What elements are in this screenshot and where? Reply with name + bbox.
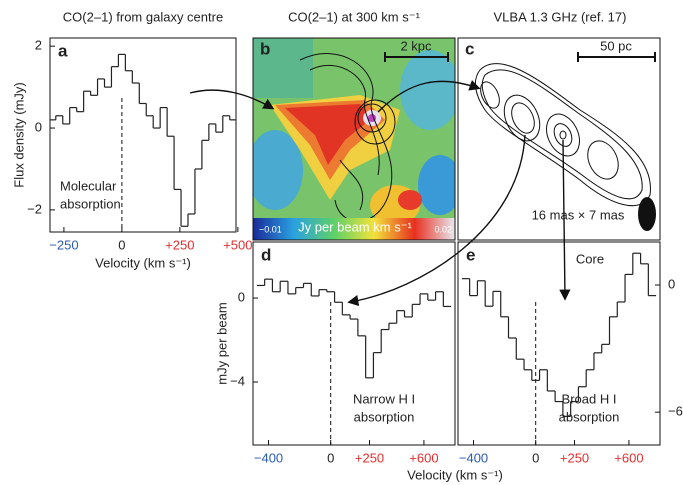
x-tick-label: +500 [223, 237, 252, 252]
panel-letter: a [58, 41, 68, 60]
panel-letter: e [466, 245, 475, 264]
co-map [253, 38, 455, 240]
arrows [189, 79, 571, 307]
colorbar-label: Jy per beam km s⁻¹ [298, 219, 412, 234]
colorbar-min: −0.01 [259, 224, 282, 234]
scale-label: 50 pc [600, 38, 632, 53]
y-tick-label: −6 [668, 404, 683, 419]
y-tick-label: 0 [668, 276, 675, 291]
panel-letter: b [260, 39, 270, 58]
x-tick-label: −400 [254, 450, 283, 465]
plot-frame [457, 241, 661, 446]
y-tick-label: 0 [238, 289, 245, 304]
annotation: absorption [60, 196, 121, 211]
x-axis-title: Velocity (km s⁻¹) [95, 255, 191, 270]
y-tick-label: −2 [27, 201, 42, 216]
panel-title: CO(2–1) from galaxy centre [63, 9, 223, 24]
plot-frame [49, 37, 237, 233]
x-tick-label: 0 [118, 237, 125, 252]
x-axis-title: Velocity (km s⁻¹) [407, 467, 503, 482]
beam [638, 197, 656, 231]
x-tick-label: 0 [327, 450, 334, 465]
y-tick-label: −4 [230, 373, 245, 388]
plot-frame [252, 241, 456, 446]
scale-label: 2 kpc [400, 38, 432, 53]
x-tick-label: +600 [614, 450, 643, 465]
core-label: Core [576, 251, 604, 266]
panel-title: VLBA 1.3 GHz (ref. 17) [494, 9, 627, 24]
y-axis-title: Flux density (mJy) [11, 82, 26, 187]
annotation: Broad H I [562, 391, 617, 406]
x-tick-label: +250 [355, 450, 384, 465]
annotation: Narrow H I [353, 391, 415, 406]
x-tick-label: −400 [459, 450, 488, 465]
panel-title: CO(2–1) at 300 km s⁻¹ [288, 9, 421, 24]
annotation: absorption [559, 409, 620, 424]
y-axis-title: mJy per beam [214, 302, 229, 384]
vlba-contours [474, 63, 651, 207]
panel-letter: c [465, 39, 474, 58]
y-tick-label: 2 [35, 38, 42, 53]
x-tick-label: −250 [49, 237, 78, 252]
colorbar-max: 0.02 [434, 224, 452, 234]
x-tick-label: +600 [409, 450, 438, 465]
y-tick-label: 0 [35, 119, 42, 134]
beam-label: 16 mas × 7 mas [532, 207, 625, 222]
x-tick-label: +250 [560, 450, 589, 465]
annotation: absorption [354, 409, 415, 424]
panel-b-frame [252, 37, 456, 241]
annotation: Molecular [60, 178, 117, 193]
x-tick-label: +250 [165, 237, 194, 252]
x-tick-label: 0 [532, 450, 539, 465]
panel-letter: d [261, 245, 271, 264]
